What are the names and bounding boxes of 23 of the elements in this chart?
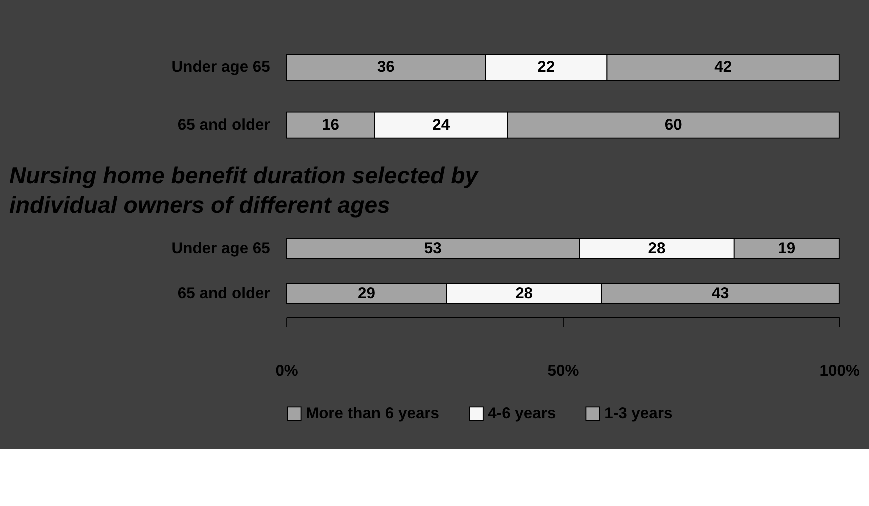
x-tick-label: 50% xyxy=(548,363,580,380)
y-tick-label: 65 and older xyxy=(178,285,270,302)
data-label: 43 xyxy=(712,285,730,302)
x-tick-label: 0% xyxy=(276,363,298,380)
x-tick-label: 100% xyxy=(820,363,860,380)
data-label: 22 xyxy=(538,59,556,76)
legend-label: 1-3 years xyxy=(604,406,673,423)
y-tick-label: 65 and older xyxy=(178,116,270,134)
data-label: 28 xyxy=(516,285,534,302)
legend-label: More than 6 years xyxy=(306,406,440,423)
y-tick-label: Under age 65 xyxy=(172,59,271,76)
data-label: 28 xyxy=(648,240,666,258)
data-label: 42 xyxy=(714,59,732,76)
chart-title: Nursing home benefit duration selected by individual owners of different ages xyxy=(9,162,480,218)
y-tick-label: Under age 65 xyxy=(172,240,271,258)
data-label: 16 xyxy=(322,116,340,134)
data-label: 19 xyxy=(778,240,796,258)
data-label: 29 xyxy=(358,285,376,302)
data-label: 60 xyxy=(664,116,683,134)
data-label: 53 xyxy=(424,240,442,258)
data-label: 24 xyxy=(432,116,450,134)
legend-label: 4-6 years xyxy=(488,406,556,423)
data-label: 36 xyxy=(377,59,396,76)
